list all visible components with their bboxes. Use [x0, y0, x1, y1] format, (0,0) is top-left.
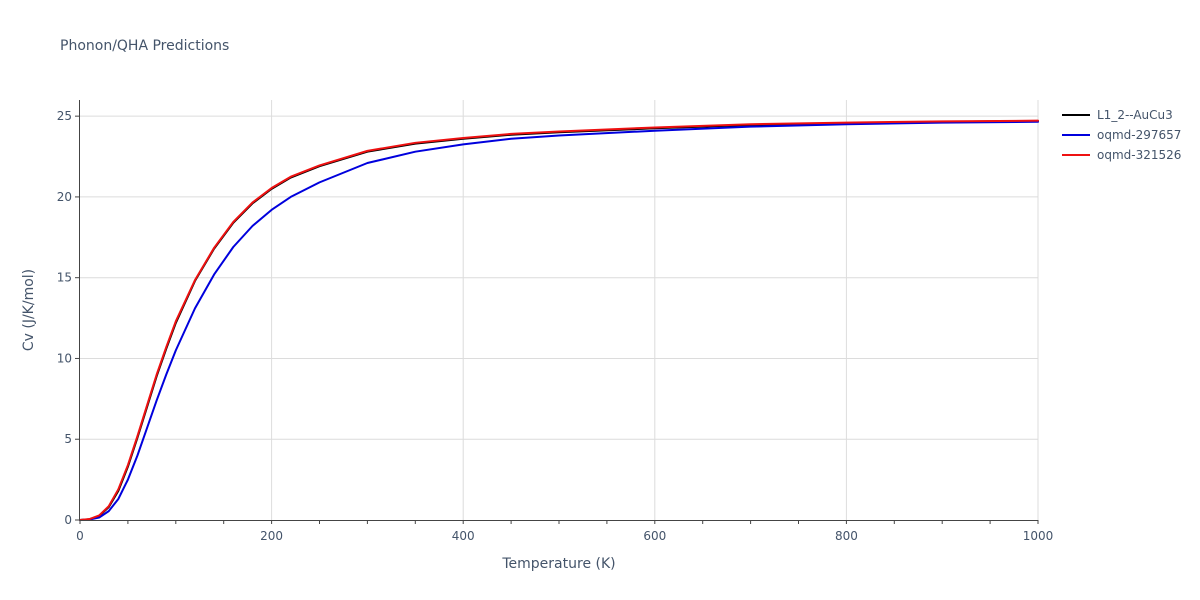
x-tick-label: 1000 — [1023, 529, 1054, 543]
x-tick-label: 200 — [260, 529, 283, 543]
legend-label: L1_2--AuCu3 — [1097, 108, 1173, 122]
x-tick-label: 400 — [452, 529, 475, 543]
series-line-oqmd-297657 — [79, 120, 1039, 521]
series-line-l1-2-aucu3 — [79, 120, 1039, 521]
legend[interactable]: L1_2--AuCu3 oqmd-297657 oqmd-321526 — [1062, 108, 1181, 162]
y-tick-label: 0 — [64, 513, 72, 527]
legend-label: oqmd-297657 — [1097, 128, 1181, 142]
series-layer — [79, 119, 1039, 521]
legend-item[interactable]: oqmd-321526 — [1062, 148, 1181, 162]
y-tick-label: 10 — [57, 351, 72, 365]
y-tick-label: 20 — [57, 190, 72, 204]
y-tick-label: 5 — [64, 432, 72, 446]
y-axis-title: Cv (J/K/mol) — [21, 269, 37, 351]
y-tick-label: 15 — [57, 271, 72, 285]
x-tick-label: 800 — [835, 529, 858, 543]
legend-item[interactable]: oqmd-297657 — [1062, 128, 1181, 142]
x-axis-ticks: 0 200 400 600 800 1000 — [76, 520, 1053, 543]
chart-title: Phonon/QHA Predictions — [60, 38, 229, 54]
series-line-oqmd-321526 — [79, 119, 1039, 521]
legend-label: oqmd-321526 — [1097, 148, 1181, 162]
y-axis-ticks: 0 5 10 15 20 25 — [57, 109, 80, 527]
x-tick-label: 600 — [643, 529, 666, 543]
legend-item[interactable]: L1_2--AuCu3 — [1062, 108, 1173, 122]
x-axis-title: Temperature (K) — [501, 556, 615, 572]
x-tick-label: 0 — [76, 529, 84, 543]
y-tick-label: 25 — [57, 109, 72, 123]
gridlines — [80, 100, 1039, 520]
